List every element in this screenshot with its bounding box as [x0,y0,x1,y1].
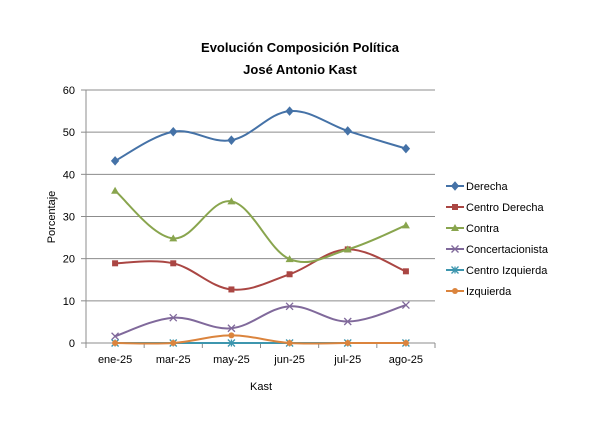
data-point-derecha [343,126,352,136]
legend-item-derecha: Derecha [446,181,508,193]
x-tick-label: jul-25 [333,354,361,366]
data-point-contra [111,186,120,194]
data-point-derecha [169,126,178,137]
data-point-centro-derecha [402,268,409,275]
data-point-contra [285,255,294,263]
legend-item-contra: Contra [446,223,500,235]
data-point-izquierda [170,340,177,346]
x-tick-label: jun-25 [273,354,305,366]
data-point-contra [227,197,236,205]
chart-title: Evolución Composición Política [201,40,400,55]
y-axis-title: Porcentaje [46,191,58,244]
data-point-izquierda [228,332,235,339]
legend-label: Derecha [466,181,508,193]
legend-swatch-marker [451,266,459,274]
marker-stroke [285,302,294,311]
data-point-contra [343,245,352,253]
marker-stroke [451,245,459,253]
data-point-derecha [227,135,236,145]
y-tick-label: 20 [63,254,75,266]
marker-stroke [111,332,120,341]
series-line-concertacionista [114,304,407,338]
data-point-concertacionista [401,301,410,310]
legend-item-centro-izquierda: Centro Izquierda [446,265,548,277]
legend-label: Centro Izquierda [466,265,548,277]
data-point-izquierda [402,340,409,346]
data-point-centro-derecha [286,271,293,278]
x-tick-label: ago-25 [389,354,423,366]
y-tick-label: 10 [63,296,75,308]
marker-stroke [343,317,352,326]
chart-subtitle: José Antonio Kast [243,62,357,77]
legend-swatch-marker [450,181,460,191]
series-contra [111,186,410,264]
data-point-izquierda [344,340,351,346]
series-concertacionista [111,301,410,341]
legend-swatch-marker [451,245,459,253]
data-point-izquierda [112,340,119,346]
y-tick-label: 40 [63,169,75,181]
data-point-concertacionista [227,324,236,333]
series-line-centro-derecha [115,248,407,291]
marker-stroke [401,301,410,310]
marker-stroke [169,313,178,322]
series-line-derecha [114,110,407,162]
series-layer [110,106,411,347]
data-point-izquierda [286,340,293,346]
data-point-centro-derecha [228,286,235,293]
gridlines [86,89,435,302]
marker-stroke [227,324,236,333]
legend-swatch-marker [451,224,459,231]
series-centro-derecha [112,246,409,293]
legend-item-izquierda: Izquierda [446,286,512,298]
y-tick-label: 0 [69,338,75,350]
data-point-centro-derecha [112,260,119,267]
legend-label: Contra [466,223,500,235]
series-line-izquierda [115,334,406,345]
legend-swatch-marker [452,204,458,210]
data-point-centro-izquierda [227,339,236,347]
legend-item-centro-derecha: Centro Derecha [446,202,545,214]
data-point-derecha [401,143,411,154]
y-tick-label: 30 [63,212,75,224]
x-axis-title: Kast [250,381,272,393]
data-point-derecha [285,106,294,116]
y-tick-label: 50 [63,127,75,139]
legend: Derecha Centro Derecha Contra Concertacioni… [446,181,549,298]
data-point-concertacionista [343,317,352,326]
series-izquierda [112,332,409,346]
data-point-derecha [110,156,120,166]
legend-label: Izquierda [466,286,512,298]
data-point-centro-derecha [170,260,177,267]
data-point-concertacionista [111,332,120,341]
data-point-concertacionista [285,302,294,311]
legend-label: Centro Derecha [466,202,545,214]
data-point-concertacionista [169,313,178,322]
data-point-contra [169,234,178,242]
x-tick-label: mar-25 [156,354,191,366]
y-tick-label: 60 [63,85,75,97]
legend-label: Concertacionista [466,244,549,256]
legend-swatch-marker [452,288,458,294]
data-point-contra [401,221,410,229]
series-derecha [110,106,411,166]
x-tick-label: may-25 [213,354,250,366]
legend-item-concertacionista: Concertacionista [446,244,549,256]
x-tick-label: ene-25 [98,354,132,366]
